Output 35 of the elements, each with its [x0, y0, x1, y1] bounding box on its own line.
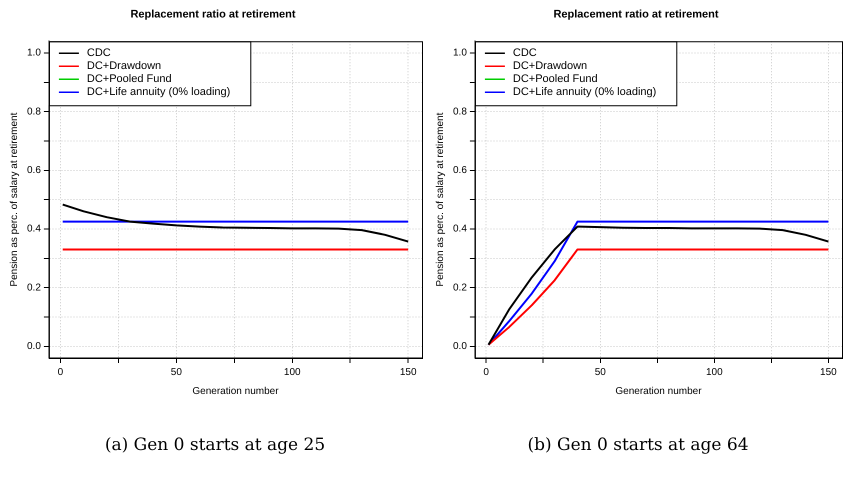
x-tick-label: 150: [820, 366, 838, 378]
y-tick-label: 0.2: [452, 282, 468, 294]
y-tick-label: 1.0: [452, 48, 468, 59]
legend-label: CDC: [86, 47, 111, 60]
legend-label: DC+Drawdown: [86, 60, 162, 72]
y-tick-label: 0.6: [452, 165, 468, 176]
y-tick-label: 0.4: [452, 224, 468, 235]
x-axis-title: Generation number: [615, 386, 702, 397]
text: (a) Gen 0 starts at age 25: [104, 435, 326, 455]
x-tick-label: 0: [58, 366, 64, 378]
y-tick-label: 0.8: [452, 106, 468, 118]
text: (b) Gen 0 starts at age 64: [526, 435, 750, 455]
legend-label: CDC: [512, 47, 537, 60]
x-tick-label: 50: [170, 366, 182, 378]
y-axis-title: Pension as perc. of salary at retirement: [434, 112, 446, 287]
y-tick-label: 0.2: [26, 282, 42, 294]
legend-label: DC+Life annuity (0% loading): [512, 86, 656, 98]
legend-label: DC+Drawdown: [512, 60, 588, 72]
chart-title: Replacement ratio at retirement: [130, 8, 296, 21]
x-axis-title: Generation number: [192, 386, 280, 397]
x-tick-label: 0: [483, 366, 490, 378]
y-tick-label: 0.4: [26, 224, 42, 235]
legend-label: DC+Pooled Fund: [86, 73, 172, 86]
y-tick-label: 1.0: [26, 48, 42, 59]
x-tick-label: 50: [594, 366, 606, 378]
y-tick-label: 0.0: [452, 341, 468, 352]
legend-label: DC+Pooled Fund: [512, 73, 598, 86]
y-axis-title: Pension as perc. of salary at retirement: [8, 112, 20, 287]
y-tick-label: 0.8: [26, 106, 42, 118]
x-tick-label: 100: [284, 366, 302, 378]
chart-title: Replacement ratio at retirement: [553, 8, 719, 21]
y-tick-label: 0.6: [26, 165, 42, 176]
legend-label: DC+Life annuity (0% loading): [86, 86, 230, 98]
x-tick-label: 100: [706, 366, 724, 378]
x-tick-label: 150: [400, 366, 417, 378]
